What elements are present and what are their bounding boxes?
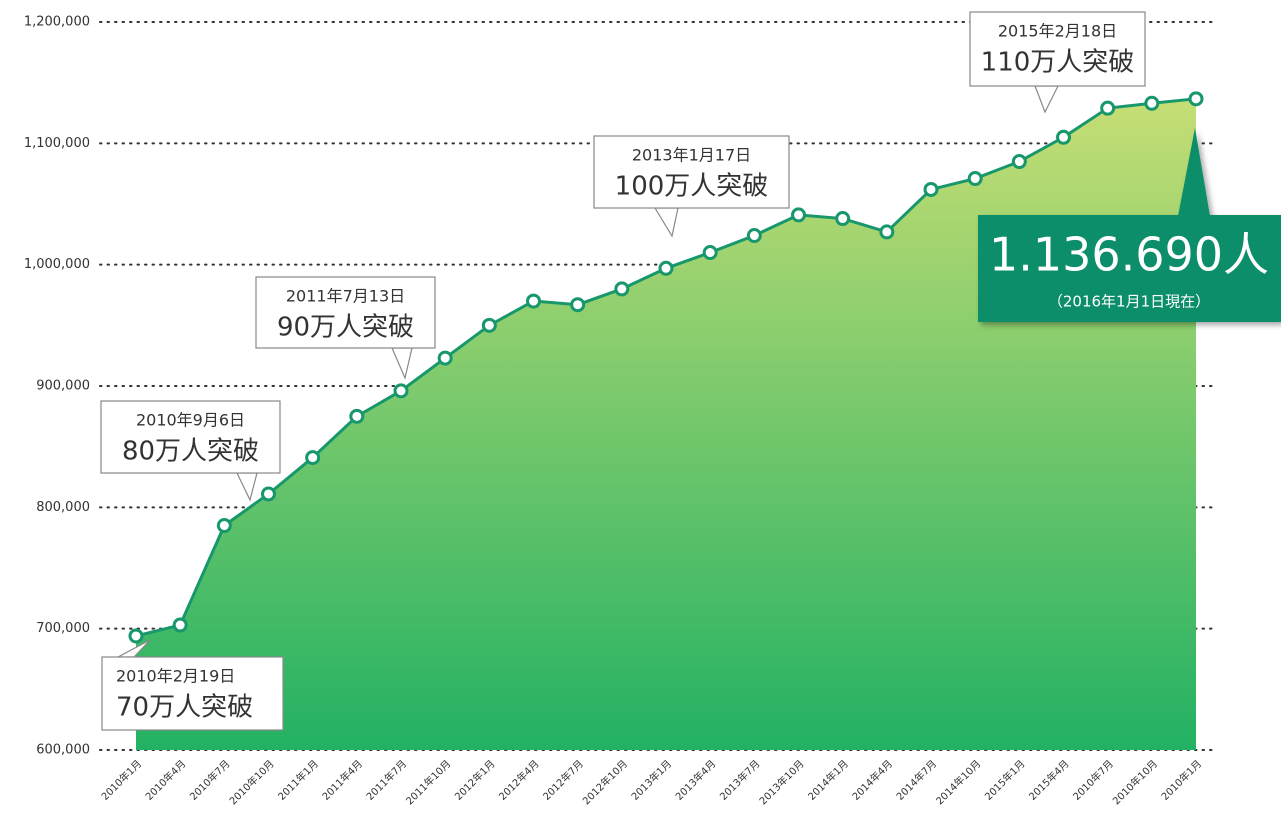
callout-text: 100万人突破 <box>615 172 769 202</box>
x-tick-label: 2013年4月 <box>673 757 719 803</box>
marker <box>1188 91 1204 107</box>
x-tick-label: 2010年1月 <box>98 757 144 803</box>
marker <box>835 211 851 227</box>
x-tick-label: 2010年7月 <box>187 757 233 803</box>
y-tick-label: 1,200,000 <box>24 15 90 30</box>
marker <box>526 293 541 309</box>
y-tick-label: 1,100,000 <box>24 136 90 151</box>
marker <box>879 224 895 240</box>
marker <box>128 628 144 644</box>
x-tick-label: 2013年10月 <box>756 757 806 807</box>
callout-box <box>101 656 284 731</box>
marker <box>658 260 674 276</box>
callout-pointer <box>391 347 413 380</box>
callout-box <box>593 135 790 209</box>
callout-pointer <box>236 472 258 502</box>
x-tick-label: 2010年10月 <box>1110 757 1160 807</box>
x-tick-label: 2010年4月 <box>143 757 189 803</box>
y-tick-label: 1,000,000 <box>24 257 90 272</box>
x-tick-label: 2014年7月 <box>893 757 939 803</box>
callout-box <box>100 400 281 474</box>
callout: 2011年7月13日 90万人突破 <box>255 276 436 380</box>
marker <box>1144 95 1160 111</box>
callout-date: 2011年7月13日 <box>286 287 405 306</box>
area-fill <box>136 98 1196 750</box>
x-tick-label: 2010年1月 <box>1158 757 1204 803</box>
callout-date: 2015年2月18日 <box>998 22 1117 41</box>
current-pointer <box>1178 128 1210 216</box>
marker <box>614 281 630 297</box>
callout: 2013年1月17日 100万人突破 <box>593 135 790 238</box>
marker <box>570 297 586 313</box>
callout: 2010年2月19日 70万人突破 <box>101 639 284 731</box>
callout-box <box>969 11 1146 87</box>
y-tick-label: 900,000 <box>36 379 90 394</box>
x-tick-label: 2015年1月 <box>982 757 1028 803</box>
y-tick-label: 600,000 <box>36 743 90 758</box>
x-tick-label: 2013年7月 <box>717 757 763 803</box>
current-note: （2016年1月1日現在） <box>1048 293 1210 311</box>
x-tick-label: 2012年4月 <box>496 757 542 803</box>
callout: 2015年2月18日 110万人突破 <box>969 11 1146 114</box>
x-tick-label: 2011年7月 <box>363 757 409 803</box>
x-tick-label: 2014年1月 <box>805 757 851 803</box>
callout-date: 2010年2月19日 <box>116 667 235 686</box>
marker <box>1011 154 1027 170</box>
marker <box>967 171 983 187</box>
x-tick-label: 2014年10月 <box>933 757 983 807</box>
current-callout <box>978 128 1281 322</box>
callout-text: 110万人突破 <box>981 48 1135 78</box>
marker <box>437 350 453 366</box>
x-tick-label: 2010年7月 <box>1070 757 1116 803</box>
y-tick-label: 700,000 <box>36 621 90 636</box>
marker <box>305 450 321 466</box>
marker <box>172 617 188 633</box>
x-tick-label: 2012年7月 <box>540 757 586 803</box>
marker <box>261 486 276 502</box>
callout-box <box>255 276 436 349</box>
marker <box>791 207 806 223</box>
y-tick-label: 800,000 <box>36 500 90 515</box>
callout: 2010年9月6日 80万人突破 <box>100 400 281 502</box>
marker <box>1100 100 1116 116</box>
callout-pointer <box>653 207 679 238</box>
marker <box>349 408 365 424</box>
marker <box>216 518 232 534</box>
marker <box>393 383 409 399</box>
x-tick-label: 2013年1月 <box>628 757 674 803</box>
callout-pointer <box>1034 85 1059 114</box>
x-tick-label: 2011年1月 <box>275 757 321 803</box>
x-tick-label: 2015年4月 <box>1026 757 1072 803</box>
marker <box>702 245 718 261</box>
marker <box>746 228 762 244</box>
marker <box>1056 129 1071 145</box>
callout-text: 70万人突破 <box>116 693 253 723</box>
x-tick-label: 2010年10月 <box>226 757 276 807</box>
callout-date: 2010年9月6日 <box>136 411 245 430</box>
x-tick-label: 2012年1月 <box>452 757 498 803</box>
callout-text: 90万人突破 <box>277 313 414 343</box>
callout-text: 80万人突破 <box>122 437 259 467</box>
marker <box>481 317 497 333</box>
current-value: 1.136.690人 <box>989 228 1269 282</box>
current-box <box>978 215 1281 322</box>
x-tick-label: 2011年4月 <box>319 757 365 803</box>
x-tick-label: 2014年4月 <box>849 757 895 803</box>
x-tick-label: 2011年10月 <box>403 757 453 807</box>
marker <box>923 181 939 197</box>
x-tick-label: 2012年10月 <box>580 757 630 807</box>
callout-date: 2013年1月17日 <box>632 146 751 165</box>
